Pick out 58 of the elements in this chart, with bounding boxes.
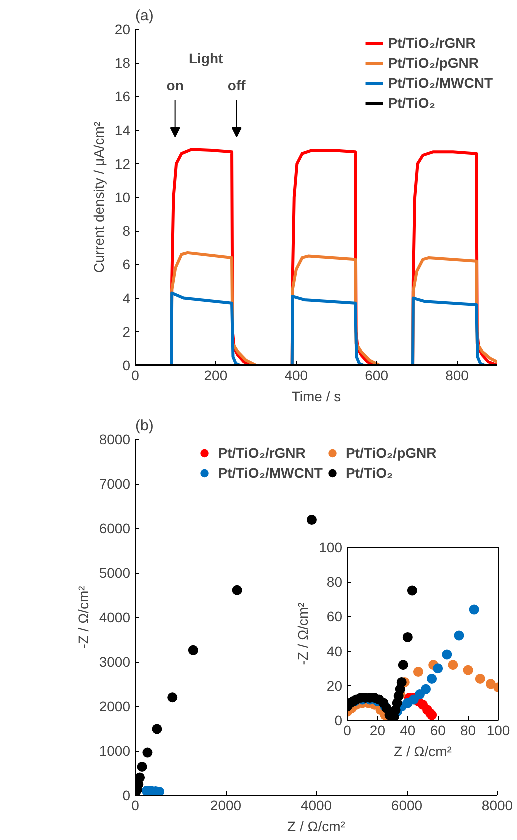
- x-tick-label: 800: [446, 368, 470, 384]
- x-tick-label: 4000: [300, 798, 332, 814]
- y-tick-label: 4: [122, 290, 131, 306]
- x-tick-label: 80: [460, 722, 476, 738]
- y-tick-label: 8000: [99, 432, 131, 448]
- legend-label: Pt/TiO₂/pGNR: [346, 445, 437, 461]
- y-axis-title: Current density / μA/cm²: [90, 122, 107, 274]
- legend-label: Pt/TiO₂/rGNR: [388, 35, 476, 51]
- y-tick-label: 60: [326, 608, 343, 625]
- x-tick-label: 20: [370, 722, 386, 738]
- y-tick-label: 20: [114, 22, 131, 38]
- y-axis-title: -Z / Ω/cm²: [75, 586, 92, 649]
- y-tick-label: 40: [326, 643, 343, 660]
- x-tick-label: 60: [430, 722, 446, 738]
- x-tick-label: 100: [486, 722, 510, 738]
- y-tick-label: 1000: [99, 743, 131, 759]
- chart-title: (a): [136, 8, 154, 24]
- legend-label: Pt/TiO₂/pGNR: [388, 55, 480, 71]
- y-tick-label: 12: [114, 156, 131, 172]
- legend-label: Pt/TiO₂/rGNR: [218, 445, 306, 461]
- legend-label: Pt/TiO₂: [388, 95, 436, 111]
- y-tick-label: 20: [326, 678, 343, 694]
- y-tick-label: 2000: [99, 698, 131, 714]
- x-tick-label: 2000: [210, 798, 242, 814]
- y-tick-label: 16: [114, 88, 131, 105]
- y-tick-label: 6000: [99, 520, 131, 536]
- y-tick-label: 7000: [99, 476, 131, 492]
- annotation: on: [166, 77, 184, 94]
- y-tick-label: 80: [326, 574, 343, 590]
- y-tick-label: 8: [122, 223, 131, 240]
- y-tick-label: 14: [114, 122, 131, 138]
- x-tick-label: 200: [204, 368, 228, 384]
- legend-label: Pt/TiO₂/MWCNT: [388, 75, 493, 91]
- x-tick-label: 8000: [482, 798, 514, 814]
- legend-label: Pt/TiO₂: [346, 465, 394, 481]
- y-tick-label: 0: [334, 712, 343, 728]
- x-tick-label: 400: [284, 368, 308, 384]
- x-axis-title: Time / s: [292, 388, 342, 404]
- annotation: off: [228, 77, 246, 94]
- x-tick-label: 40: [400, 722, 416, 738]
- y-tick-label: 10: [114, 190, 131, 206]
- y-tick-label: 0: [122, 358, 131, 374]
- y-axis-title: -Z / Ω/cm²: [295, 602, 312, 666]
- chart-title: (b): [136, 418, 154, 434]
- x-axis-title: Z / Ω/cm²: [394, 744, 452, 760]
- annotation: Light: [188, 50, 224, 66]
- x-tick-label: 600: [365, 368, 389, 384]
- y-tick-label: 4000: [99, 610, 131, 626]
- y-tick-label: 100: [319, 540, 343, 556]
- x-tick-label: 6000: [391, 798, 423, 814]
- y-tick-label: 18: [114, 55, 131, 72]
- legend-label: Pt/TiO₂/MWCNT: [218, 465, 323, 481]
- y-tick-label: 0: [122, 788, 131, 804]
- x-axis-title: Z / Ω/cm²: [288, 818, 346, 834]
- y-tick-label: 6: [122, 256, 131, 273]
- y-tick-label: 2: [122, 324, 131, 340]
- y-tick-label: 3000: [99, 654, 131, 670]
- y-tick-label: 5000: [99, 565, 131, 581]
